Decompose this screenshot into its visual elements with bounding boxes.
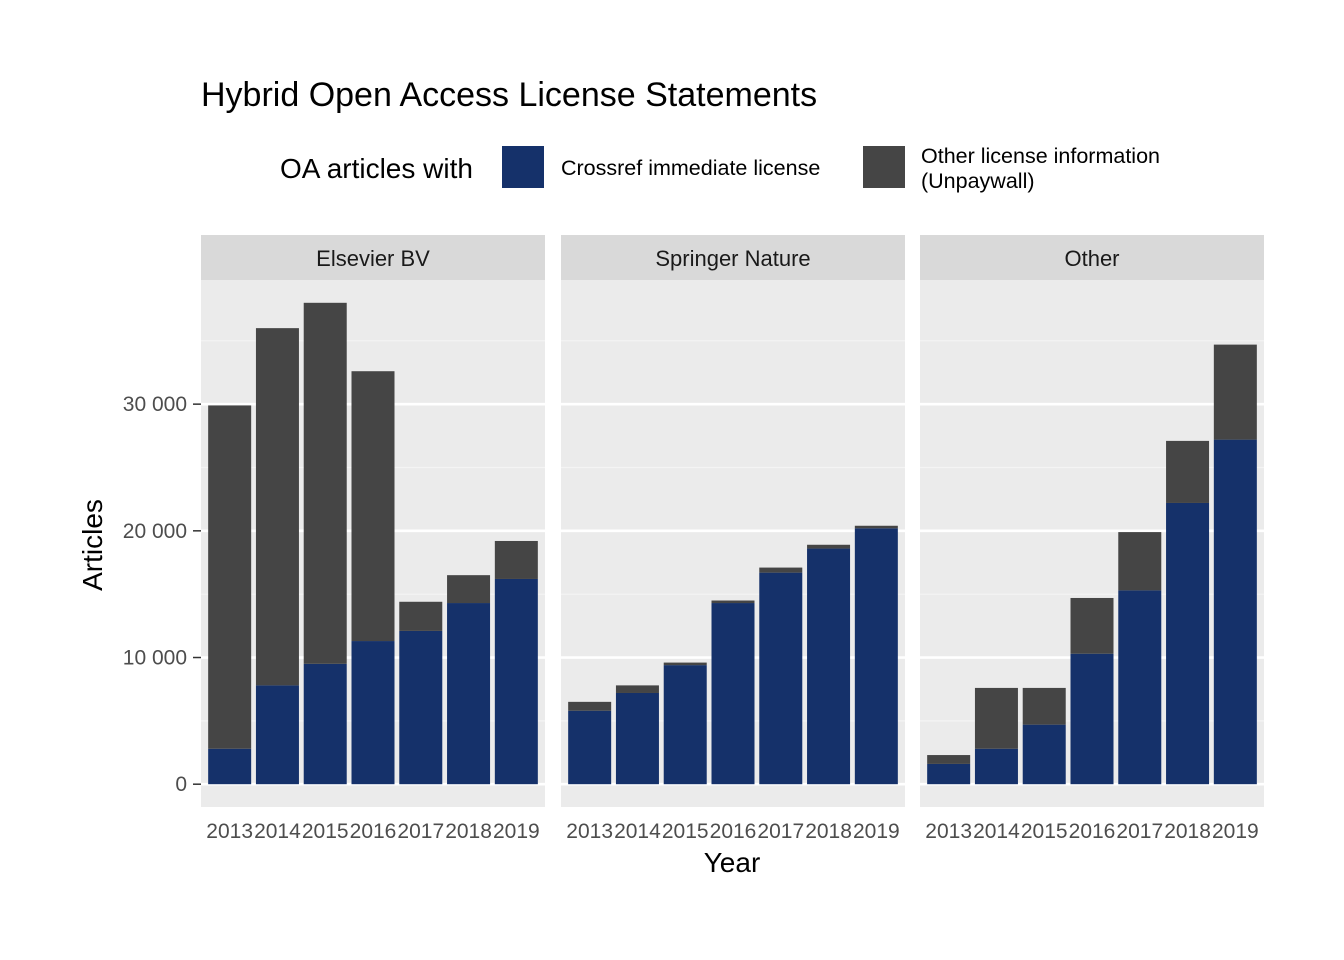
bar-springer-nature-2017-crossref xyxy=(759,572,803,785)
bar-other-2019-crossref xyxy=(1213,439,1257,785)
bar-elsevier-bv-2014-unpaywall xyxy=(255,328,299,686)
bar-other-2015-unpaywall xyxy=(1022,687,1066,725)
bar-other-2014-unpaywall xyxy=(974,687,1018,749)
x-tick-label: 2014 xyxy=(614,820,661,843)
x-tick-label: 2017 xyxy=(397,820,444,843)
bar-elsevier-bv-2016-unpaywall xyxy=(351,371,395,642)
legend-key-unpaywall xyxy=(861,144,907,190)
facet-strip-label: Elsevier BV xyxy=(316,246,430,271)
x-tick-label: 2016 xyxy=(1069,820,1116,843)
bar-elsevier-bv-2015-unpaywall xyxy=(303,302,347,664)
x-tick-label: 2015 xyxy=(1021,820,1068,843)
bar-springer-nature-2017-unpaywall xyxy=(759,567,803,573)
chart-title: Hybrid Open Access License Statements xyxy=(201,76,817,114)
bar-springer-nature-2014-crossref xyxy=(615,692,659,785)
bar-springer-nature-2015-unpaywall xyxy=(663,662,707,666)
bar-other-2019-unpaywall xyxy=(1213,344,1257,440)
bar-elsevier-bv-2019-crossref xyxy=(494,578,538,785)
bar-elsevier-bv-2013-crossref xyxy=(208,748,252,785)
facet-strip-label: Springer Nature xyxy=(655,246,810,271)
x-tick-label: 2014 xyxy=(254,820,301,843)
x-tick-label: 2015 xyxy=(302,820,349,843)
facet-elsevier-bv: Elsevier BV 2013 2014 2015 2016 2017 2018 2019 xyxy=(201,235,545,843)
facet-strip xyxy=(201,235,545,280)
y-tick-label: 0 xyxy=(175,773,187,796)
bar-other-2017-unpaywall xyxy=(1118,532,1162,591)
facet-other: Other 2013 2014 2015 2016 2017 2018 2019 xyxy=(920,235,1264,843)
y-tick-label: 30 000 xyxy=(123,393,187,416)
x-axis-title: Year xyxy=(704,847,761,878)
x-tick-label: 2018 xyxy=(1164,820,1211,843)
x-tick-label: 2019 xyxy=(853,820,900,843)
bar-elsevier-bv-2016-crossref xyxy=(351,641,395,785)
bar-other-2017-crossref xyxy=(1118,590,1162,785)
bar-elsevier-bv-2018-crossref xyxy=(447,603,491,785)
bar-other-2018-unpaywall xyxy=(1166,440,1210,503)
x-tick-label: 2018 xyxy=(805,820,852,843)
x-tick-label: 2014 xyxy=(973,820,1020,843)
bar-other-2016-crossref xyxy=(1070,653,1114,785)
x-tick-label: 2013 xyxy=(925,820,972,843)
y-tick-label: 10 000 xyxy=(123,647,187,670)
bar-other-2018-crossref xyxy=(1166,502,1210,785)
x-tick-label: 2016 xyxy=(710,820,757,843)
y-axis: 0 10 000 20 000 30 000 xyxy=(123,393,201,796)
y-axis-title: Articles xyxy=(77,499,108,591)
bar-elsevier-bv-2019-unpaywall xyxy=(494,540,538,579)
bar-springer-nature-2014-unpaywall xyxy=(615,685,659,693)
legend: OA articles with Crossref immediate lice… xyxy=(280,144,1160,193)
x-tick-label: 2013 xyxy=(566,820,613,843)
bar-elsevier-bv-2013-unpaywall xyxy=(208,405,252,749)
bar-other-2013-crossref xyxy=(927,763,971,785)
x-tick-label: 2019 xyxy=(1212,820,1259,843)
bar-elsevier-bv-2017-unpaywall xyxy=(399,601,443,631)
x-tick-label: 2016 xyxy=(350,820,397,843)
legend-key-crossref xyxy=(500,144,546,190)
legend-label-unpaywall-line-1: Other license information xyxy=(921,144,1160,168)
facet-springer-nature: Springer Nature 2013 2014 2015 2016 2017 2018 2… xyxy=(561,235,905,843)
bar-other-2016-unpaywall xyxy=(1070,597,1114,654)
bar-springer-nature-2018-crossref xyxy=(807,548,851,785)
y-tick-label: 20 000 xyxy=(123,520,187,543)
facet-strip xyxy=(920,235,1264,280)
legend-label-unpaywall-line-2: (Unpaywall) xyxy=(921,169,1035,193)
x-tick-label: 2013 xyxy=(206,820,253,843)
bar-other-2014-crossref xyxy=(974,748,1018,785)
facet-strip-label: Other xyxy=(1064,246,1119,271)
bar-elsevier-bv-2014-crossref xyxy=(255,685,299,785)
bar-other-2013-unpaywall xyxy=(927,755,971,764)
bar-springer-nature-2013-unpaywall xyxy=(568,701,612,711)
bar-springer-nature-2016-unpaywall xyxy=(711,600,755,604)
x-tick-label: 2017 xyxy=(757,820,804,843)
legend-label-crossref: Crossref immediate license xyxy=(561,156,820,180)
x-tick-label: 2017 xyxy=(1116,820,1163,843)
bar-springer-nature-2015-crossref xyxy=(663,665,707,785)
x-tick-label: 2015 xyxy=(662,820,709,843)
bar-springer-nature-2018-unpaywall xyxy=(807,544,851,549)
bar-springer-nature-2019-crossref xyxy=(854,528,898,785)
x-tick-label: 2019 xyxy=(493,820,540,843)
bar-elsevier-bv-2015-crossref xyxy=(303,663,347,785)
facet-strip xyxy=(561,235,905,280)
bar-springer-nature-2016-crossref xyxy=(711,603,755,785)
bar-elsevier-bv-2018-unpaywall xyxy=(447,575,491,604)
bar-springer-nature-2019-unpaywall xyxy=(854,525,898,529)
bar-springer-nature-2013-crossref xyxy=(568,710,612,785)
bar-other-2015-crossref xyxy=(1022,724,1066,785)
x-tick-label: 2018 xyxy=(445,820,492,843)
legend-title: OA articles with xyxy=(280,153,473,184)
bar-elsevier-bv-2017-crossref xyxy=(399,630,443,785)
